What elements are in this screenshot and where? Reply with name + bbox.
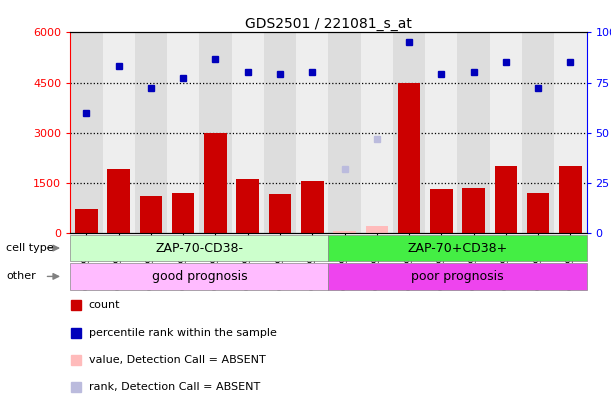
Bar (398, 83, 420, 233)
Bar (365, 226, 388, 233)
Text: other: other (6, 271, 36, 281)
Text: ZAP-70-CD38-: ZAP-70-CD38- (155, 241, 243, 255)
Bar (329, 32, 360, 233)
Text: ZAP-70+CD38+: ZAP-70+CD38+ (408, 241, 508, 255)
Bar (425, 32, 458, 233)
Bar (204, 133, 227, 233)
Bar (70, 235, 329, 261)
Bar (554, 32, 587, 233)
Bar (236, 179, 259, 233)
Bar (333, 231, 356, 233)
Bar (559, 166, 582, 233)
Bar (463, 188, 485, 233)
Bar (75, 209, 98, 233)
Text: poor prognosis: poor prognosis (411, 270, 504, 283)
Bar (172, 193, 194, 233)
Text: rank, Detection Call = ABSENT: rank, Detection Call = ABSENT (89, 382, 260, 392)
Bar (135, 32, 167, 233)
Bar (103, 32, 135, 233)
Text: value, Detection Call = ABSENT: value, Detection Call = ABSENT (89, 355, 266, 365)
Bar (393, 32, 425, 233)
Bar (232, 32, 264, 233)
Bar (108, 169, 130, 233)
Bar (494, 166, 517, 233)
Bar (329, 235, 587, 261)
Bar (301, 181, 324, 233)
Bar (199, 32, 232, 233)
Bar (70, 263, 329, 290)
Bar (490, 32, 522, 233)
Bar (458, 32, 490, 233)
Bar (527, 193, 549, 233)
Bar (430, 190, 453, 233)
Bar (522, 32, 554, 233)
Text: percentile rank within the sample: percentile rank within the sample (89, 328, 277, 338)
Bar (329, 263, 587, 290)
Text: count: count (89, 300, 120, 310)
Bar (360, 32, 393, 233)
Bar (296, 32, 329, 233)
Bar (167, 32, 199, 233)
Bar (269, 194, 291, 233)
Text: good prognosis: good prognosis (152, 270, 247, 283)
Bar (70, 32, 103, 233)
Title: GDS2501 / 221081_s_at: GDS2501 / 221081_s_at (245, 17, 412, 31)
Bar (264, 32, 296, 233)
Bar (140, 196, 163, 233)
Text: cell type: cell type (6, 243, 54, 253)
